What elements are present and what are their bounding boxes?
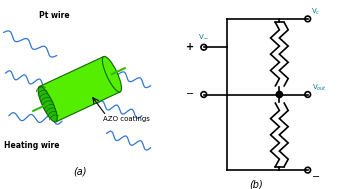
Text: Pt wire: Pt wire: [39, 11, 70, 20]
Text: (a): (a): [73, 166, 87, 176]
Text: Heating wire: Heating wire: [3, 141, 59, 150]
Circle shape: [276, 91, 283, 98]
Text: −: −: [312, 172, 320, 182]
Ellipse shape: [38, 86, 57, 122]
Ellipse shape: [102, 56, 121, 92]
Text: AZO coatings: AZO coatings: [103, 116, 150, 122]
Text: V$_{out}$: V$_{out}$: [312, 83, 327, 93]
Text: +: +: [186, 42, 194, 52]
Text: (b): (b): [249, 179, 263, 189]
Polygon shape: [40, 57, 120, 122]
Text: V$_c$: V$_c$: [311, 7, 320, 17]
Text: V$_-$: V$_-$: [198, 32, 209, 40]
Text: −: −: [186, 90, 194, 99]
